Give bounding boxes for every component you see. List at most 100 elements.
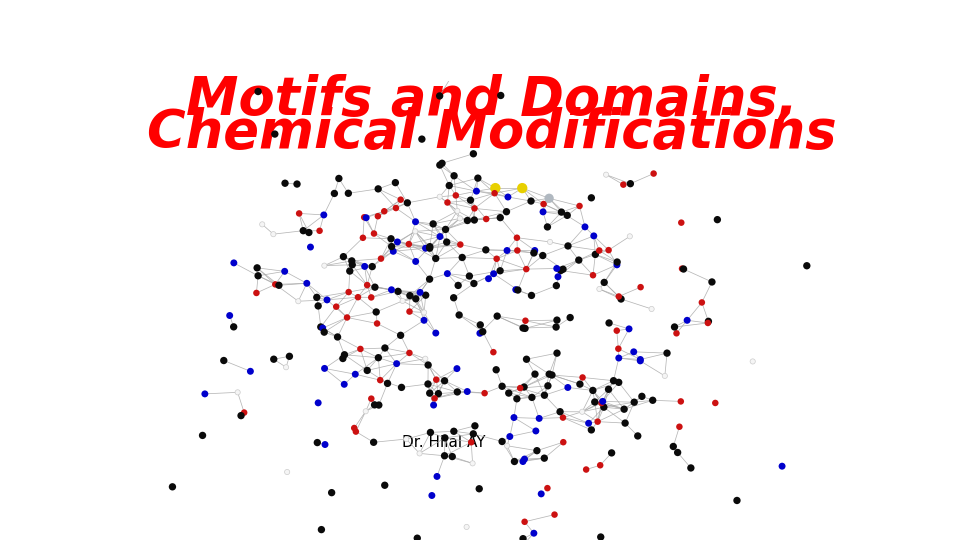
Point (364, 394, 379, 403)
Point (377, 343, 393, 352)
Point (560, 383, 575, 392)
Point (509, 233, 524, 242)
Point (489, 366, 504, 374)
Point (195, 431, 210, 440)
Point (449, 207, 465, 215)
Point (572, 380, 588, 388)
Point (544, 370, 560, 379)
Point (383, 234, 398, 243)
Point (422, 244, 438, 253)
Text: Motifs and Domains,: Motifs and Domains, (186, 74, 798, 126)
Point (462, 272, 477, 280)
Point (360, 366, 375, 375)
Point (417, 316, 432, 325)
Point (553, 266, 568, 275)
Point (366, 438, 381, 447)
Point (669, 329, 684, 338)
Point (477, 389, 492, 397)
Point (596, 403, 612, 411)
Point (524, 393, 540, 402)
Point (471, 484, 487, 493)
Point (591, 285, 607, 293)
Point (356, 213, 372, 221)
Point (408, 294, 423, 303)
Point (341, 189, 356, 198)
Point (581, 419, 596, 428)
Point (493, 91, 509, 100)
Point (451, 310, 467, 319)
Point (549, 349, 564, 357)
Point (344, 256, 359, 265)
Point (508, 285, 523, 294)
Point (775, 462, 790, 470)
Point (446, 293, 462, 302)
Point (412, 449, 427, 458)
Point (421, 275, 437, 284)
Point (694, 298, 709, 307)
Point (370, 319, 385, 328)
Point (337, 350, 352, 359)
Point (612, 292, 627, 301)
Point (549, 281, 564, 290)
Point (369, 308, 384, 316)
Point (340, 313, 355, 322)
Point (537, 454, 552, 462)
Point (708, 399, 723, 407)
Point (358, 213, 373, 222)
Point (510, 246, 525, 255)
Point (440, 198, 455, 207)
Point (357, 262, 372, 271)
Point (490, 312, 505, 320)
Point (601, 319, 616, 327)
Point (317, 328, 332, 336)
Point (268, 280, 283, 289)
Point (611, 345, 626, 353)
Point (316, 211, 331, 219)
Point (394, 383, 409, 391)
Point (300, 279, 315, 288)
Point (601, 246, 616, 254)
Point (626, 348, 641, 356)
Point (506, 413, 521, 422)
Point (799, 261, 814, 270)
Point (428, 375, 444, 384)
Point (278, 363, 294, 372)
Point (326, 189, 342, 198)
Point (633, 355, 648, 364)
Point (466, 150, 481, 158)
Point (417, 308, 432, 317)
Point (596, 278, 612, 287)
Point (432, 92, 447, 100)
Point (630, 431, 645, 440)
Point (386, 247, 401, 255)
Point (513, 384, 528, 393)
Point (216, 356, 231, 365)
Point (460, 387, 475, 396)
Point (584, 193, 599, 202)
Point (310, 438, 325, 447)
Point (227, 259, 242, 267)
Point (472, 321, 488, 329)
Point (516, 535, 531, 540)
Point (672, 422, 687, 431)
Point (463, 196, 478, 205)
Point (592, 461, 608, 470)
Point (674, 264, 689, 273)
Point (368, 283, 383, 292)
Point (410, 534, 425, 540)
Point (633, 283, 648, 292)
Point (314, 525, 329, 534)
Point (645, 396, 660, 404)
Point (680, 316, 695, 325)
Point (610, 260, 625, 269)
Point (590, 417, 606, 426)
Point (535, 251, 550, 260)
Point (345, 260, 360, 269)
Point (310, 302, 325, 310)
Point (437, 451, 452, 460)
Point (667, 323, 683, 332)
Point (529, 447, 544, 455)
Point (536, 207, 551, 216)
Point (272, 281, 287, 289)
Point (487, 189, 502, 198)
